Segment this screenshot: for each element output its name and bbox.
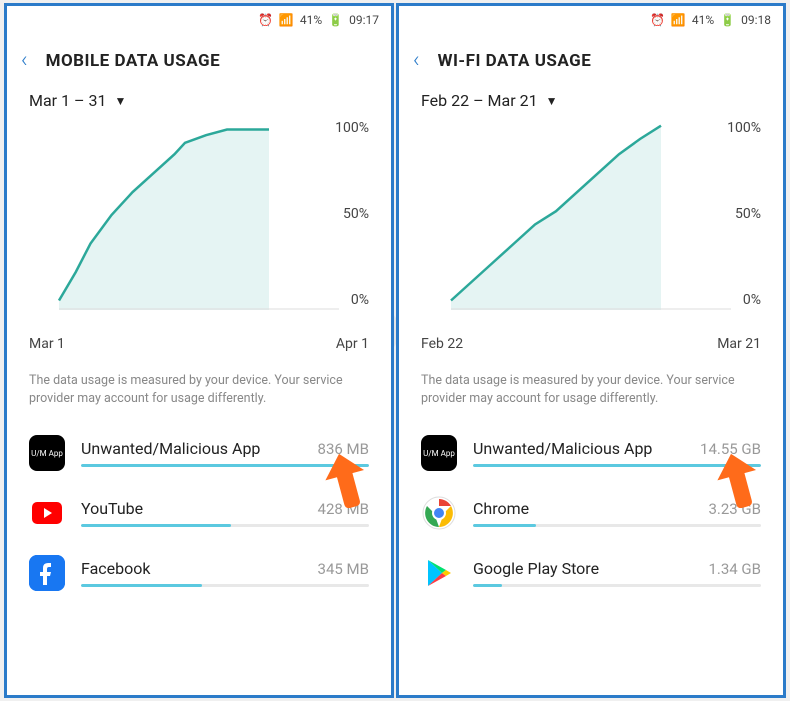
y-label: 0% — [351, 292, 369, 310]
battery-icon: 🔋 — [720, 13, 735, 27]
x-axis-labels: Mar 1 Apr 1 — [7, 336, 391, 352]
back-button[interactable]: ‹ — [21, 48, 28, 73]
time-text: 09:17 — [349, 13, 379, 27]
progress-bar — [81, 464, 369, 467]
page-title: MOBILE DATA USAGE — [46, 51, 221, 71]
y-label: 0% — [743, 292, 761, 310]
app-size: 345 MB — [318, 560, 369, 578]
x-label-start: Mar 1 — [29, 336, 65, 352]
alarm-icon: ⏰ — [650, 13, 665, 27]
usage-chart: 100% 50% 0% — [399, 120, 783, 330]
y-label: 50% — [343, 206, 369, 224]
app-size: 1.34 GB — [708, 560, 761, 578]
phone-left: ⏰ 📶 41% 🔋 09:17 ‹ MOBILE DATA USAGE Mar … — [4, 3, 394, 698]
chart-svg — [29, 120, 369, 310]
x-label-end: Mar 21 — [717, 336, 761, 352]
app-row[interactable]: Chrome 3.23 GB — [399, 483, 783, 543]
progress-bar — [81, 584, 369, 587]
app-name: Google Play Store — [473, 559, 599, 578]
y-label: 100% — [335, 120, 369, 138]
app-name: Facebook — [81, 559, 150, 578]
battery-text: 41% — [692, 13, 714, 27]
app-list: U/M App Unwanted/Malicious App 14.55 GB — [399, 423, 783, 695]
app-icon-um: U/M App — [421, 435, 457, 471]
y-label: 100% — [727, 120, 761, 138]
app-info: Unwanted/Malicious App 14.55 GB — [473, 439, 761, 467]
app-size: 3.23 GB — [708, 500, 761, 518]
progress-bar — [81, 524, 369, 527]
page-title: WI-FI DATA USAGE — [438, 51, 592, 71]
disclaimer-text: The data usage is measured by your devic… — [7, 352, 391, 423]
app-icon-um: U/M App — [29, 435, 65, 471]
app-row[interactable]: Google Play Store 1.34 GB — [399, 543, 783, 603]
date-range-text: Feb 22 – Mar 21 — [421, 91, 538, 110]
app-icon-play-store — [421, 555, 457, 591]
chevron-down-icon: ▼ — [546, 94, 558, 108]
app-info: Facebook 345 MB — [81, 559, 369, 587]
app-size: 14.55 GB — [700, 440, 761, 458]
page-header: ‹ WI-FI DATA USAGE — [399, 34, 783, 91]
usage-chart: 100% 50% 0% — [7, 120, 391, 330]
app-row[interactable]: Facebook 345 MB — [7, 543, 391, 603]
x-label-end: Apr 1 — [336, 336, 369, 352]
signal-icon: 📶 — [279, 13, 294, 27]
page-header: ‹ MOBILE DATA USAGE — [7, 34, 391, 91]
app-icon-chrome — [421, 495, 457, 531]
status-bar: ⏰ 📶 41% 🔋 09:17 — [7, 6, 391, 34]
battery-icon: 🔋 — [328, 13, 343, 27]
progress-bar — [473, 524, 761, 527]
app-info: Google Play Store 1.34 GB — [473, 559, 761, 587]
battery-text: 41% — [300, 13, 322, 27]
chart-svg — [421, 120, 761, 310]
progress-bar — [473, 584, 761, 587]
phone-right: ⏰ 📶 41% 🔋 09:18 ‹ WI-FI DATA USAGE Feb 2… — [396, 3, 786, 698]
chevron-down-icon: ▼ — [114, 94, 126, 108]
signal-icon: 📶 — [671, 13, 686, 27]
time-text: 09:18 — [741, 13, 771, 27]
date-range-selector[interactable]: Feb 22 – Mar 21 ▼ — [399, 91, 783, 120]
app-name: Unwanted/Malicious App — [473, 439, 652, 458]
app-row[interactable]: YouTube 428 MB — [7, 483, 391, 543]
date-range-selector[interactable]: Mar 1 – 31 ▼ — [7, 91, 391, 120]
app-size: 836 MB — [318, 440, 369, 458]
progress-bar — [473, 464, 761, 467]
y-label: 50% — [735, 206, 761, 224]
date-range-text: Mar 1 – 31 — [29, 91, 106, 110]
status-bar: ⏰ 📶 41% 🔋 09:18 — [399, 6, 783, 34]
alarm-icon: ⏰ — [258, 13, 273, 27]
x-axis-labels: Feb 22 Mar 21 — [399, 336, 783, 352]
app-info: Unwanted/Malicious App 836 MB — [81, 439, 369, 467]
app-name: YouTube — [81, 499, 143, 518]
y-axis-labels: 100% 50% 0% — [727, 120, 761, 310]
app-size: 428 MB — [318, 500, 369, 518]
app-info: Chrome 3.23 GB — [473, 499, 761, 527]
app-row[interactable]: U/M App Unwanted/Malicious App 836 MB — [7, 423, 391, 483]
disclaimer-text: The data usage is measured by your devic… — [399, 352, 783, 423]
x-label-start: Feb 22 — [421, 336, 463, 352]
app-icon-youtube — [29, 495, 65, 531]
app-icon-facebook — [29, 555, 65, 591]
app-list: U/M App Unwanted/Malicious App 836 MB — [7, 423, 391, 695]
back-button[interactable]: ‹ — [413, 48, 420, 73]
app-name: Chrome — [473, 499, 529, 518]
app-info: YouTube 428 MB — [81, 499, 369, 527]
app-name: Unwanted/Malicious App — [81, 439, 260, 458]
y-axis-labels: 100% 50% 0% — [335, 120, 369, 310]
app-row[interactable]: U/M App Unwanted/Malicious App 14.55 GB — [399, 423, 783, 483]
